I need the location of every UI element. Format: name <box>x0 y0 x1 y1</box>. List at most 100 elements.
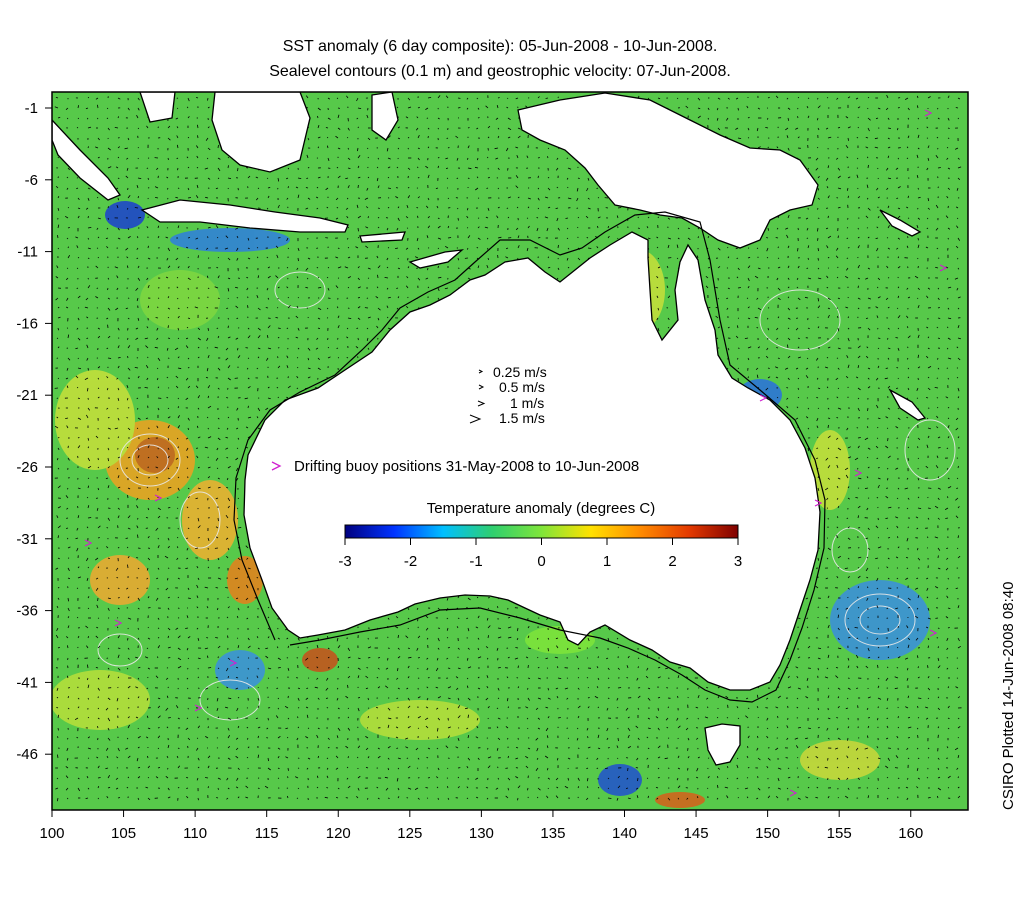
velocity-arrow <box>97 566 100 569</box>
velocity-arrow <box>826 386 829 389</box>
velocity-arrow <box>897 377 899 380</box>
velocity-arrow <box>507 136 511 139</box>
velocity-arrow <box>875 306 879 309</box>
velocity-arrow <box>656 275 659 279</box>
velocity-arrow <box>97 525 101 529</box>
velocity-arrow <box>215 457 219 461</box>
velocity-arrow <box>807 277 812 280</box>
velocity-arrow <box>187 277 191 281</box>
velocity-arrow <box>416 207 419 209</box>
velocity-arrow <box>107 166 112 169</box>
velocity-arrow <box>65 495 69 499</box>
velocity-arrow <box>936 415 939 419</box>
velocity-arrow <box>55 297 59 301</box>
velocity-arrow <box>236 297 239 299</box>
velocity-arrow <box>896 307 899 310</box>
velocity-arrow <box>937 317 941 319</box>
velocity-arrow <box>126 157 129 160</box>
velocity-arrow <box>267 386 270 389</box>
velocity-arrow <box>487 635 489 639</box>
velocity-arrow <box>127 495 129 499</box>
velocity-arrow <box>87 367 89 371</box>
velocity-arrow <box>357 227 359 232</box>
velocity-arrow <box>137 217 142 219</box>
velocity-arrow <box>506 207 509 209</box>
velocity-arrow <box>66 636 69 639</box>
velocity-arrow <box>97 466 99 469</box>
velocity-arrow <box>265 407 269 411</box>
velocity-arrow <box>137 146 139 149</box>
velocity-arrow <box>127 564 129 569</box>
velocity-arrow <box>867 267 871 270</box>
velocity-arrow <box>77 256 80 259</box>
velocity-arrow <box>377 307 381 311</box>
velocity-arrow <box>837 477 841 480</box>
velocity-arrow <box>286 197 289 200</box>
velocity-arrow <box>876 437 879 439</box>
velocity-arrow <box>185 397 189 401</box>
velocity-arrow <box>137 375 140 379</box>
velocity-arrow <box>347 127 350 131</box>
velocity-arrow <box>496 215 499 219</box>
velocity-arrow <box>657 266 661 269</box>
velocity-arrow <box>817 197 820 200</box>
velocity-arrow <box>956 487 959 489</box>
velocity-arrow <box>657 307 659 311</box>
velocity-arrow <box>906 507 909 510</box>
velocity-arrow <box>817 237 819 241</box>
velocity-arrow <box>347 317 352 319</box>
velocity-arrow <box>827 465 831 469</box>
velocity-arrow <box>867 367 871 370</box>
velocity-arrow <box>107 517 111 521</box>
velocity-arrow <box>946 146 949 149</box>
velocity-arrow <box>197 346 200 349</box>
velocity-arrow <box>177 476 180 479</box>
velocity-arrow <box>206 637 209 639</box>
velocity-arrow <box>906 206 909 209</box>
velocity-arrow <box>66 267 69 269</box>
velocity-arrow <box>267 297 270 300</box>
velocity-arrow <box>715 315 719 319</box>
velocity-arrow <box>186 455 189 459</box>
velocity-arrow <box>187 527 190 530</box>
velocity-arrow <box>317 276 320 279</box>
velocity-arrow <box>505 256 509 259</box>
velocity-arrow <box>66 425 69 429</box>
velocity-arrow <box>186 537 189 539</box>
velocity-arrow <box>177 487 180 491</box>
velocity-arrow <box>857 355 861 359</box>
velocity-arrow <box>917 244 920 249</box>
velocity-arrow <box>407 607 410 611</box>
velocity-arrow <box>197 517 200 522</box>
velocity-arrow <box>145 364 149 369</box>
velocity-arrow <box>237 517 239 520</box>
velocity-arrow <box>777 316 780 319</box>
velocity-arrow <box>155 317 159 319</box>
velocity-arrow <box>787 337 791 341</box>
velocity-arrow <box>204 586 209 589</box>
velocity-arrow <box>446 137 449 140</box>
velocity-arrow <box>96 287 99 289</box>
velocity-arrow <box>447 225 450 229</box>
velocity-arrow <box>497 206 500 209</box>
velocity-arrow <box>386 287 389 290</box>
velocity-arrow <box>767 227 769 231</box>
velocity-arrow <box>116 626 119 629</box>
velocity-arrow <box>237 567 241 570</box>
velocity-arrow <box>415 256 419 259</box>
velocity-arrow <box>206 157 209 160</box>
velocity-arrow <box>267 325 271 329</box>
velocity-arrow <box>77 117 80 120</box>
velocity-arrow <box>917 457 920 460</box>
velocity-arrow <box>116 467 119 470</box>
velocity-arrow <box>896 197 899 199</box>
velocity-arrow <box>377 226 380 229</box>
velocity-arrow <box>917 287 920 290</box>
velocity-arrow <box>477 157 479 161</box>
velocity-arrow <box>586 237 589 239</box>
velocity-arrow <box>847 96 851 99</box>
velocity-arrow <box>185 377 189 381</box>
velocity-arrow <box>317 317 321 320</box>
velocity-arrow <box>117 327 120 331</box>
velocity-arrow <box>917 437 921 440</box>
